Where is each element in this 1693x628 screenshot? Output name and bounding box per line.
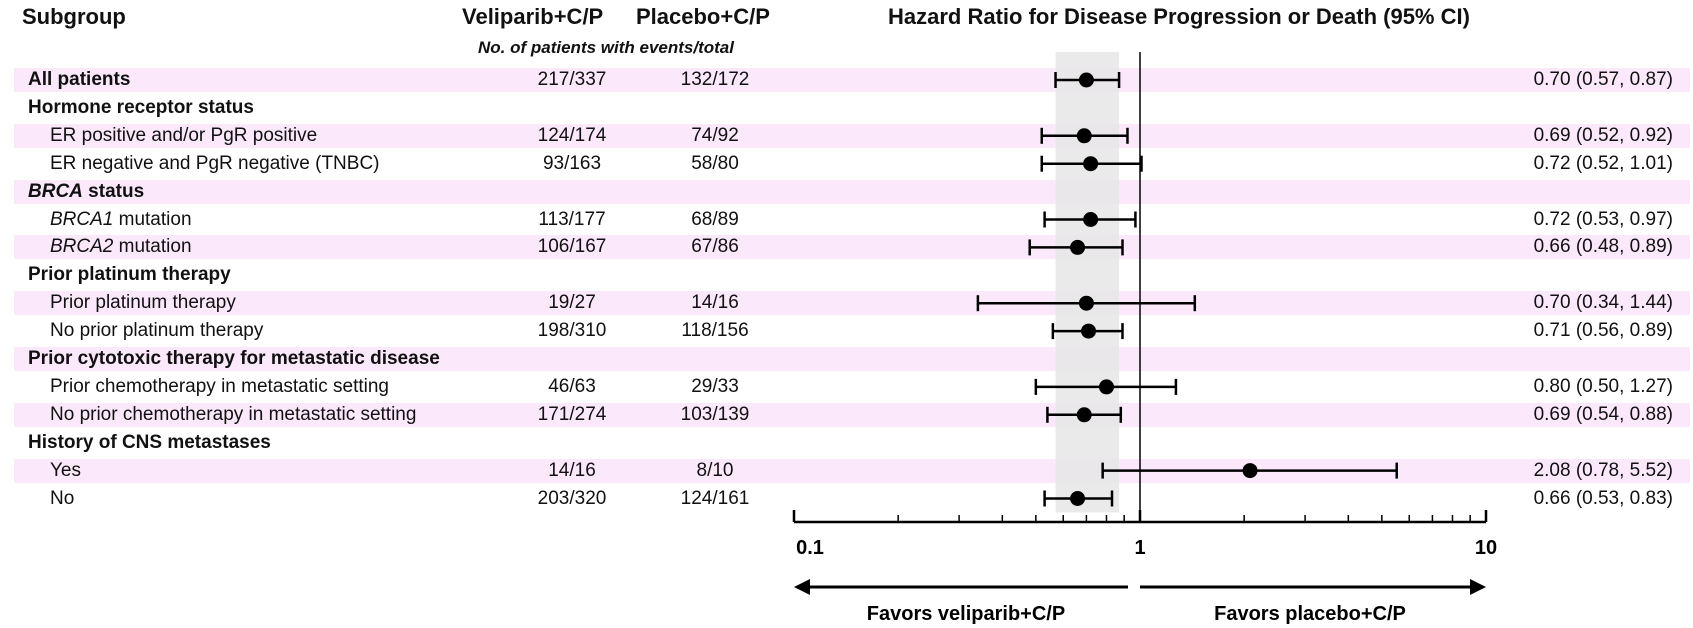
placebo-events-cell: 132/172 (680, 69, 750, 90)
point-estimate (1070, 491, 1086, 506)
hazard-ratio-text: 0.70 (0.34, 1.44) (1533, 292, 1673, 314)
placebo-events-cell: 14/16 (691, 292, 739, 314)
placebo-events-cell: 67/86 (691, 236, 739, 258)
hazard-ratio-text: 0.72 (0.52, 1.01) (1533, 152, 1673, 174)
point-estimate (1083, 212, 1099, 227)
x-tick-label: 0.1 (796, 537, 824, 559)
label-rest: mutation (113, 236, 192, 258)
point-estimate (1078, 72, 1094, 88)
subgroup-label: ER positive and/or PgR positive (50, 124, 318, 146)
veliparib-events-cell: 198/310 (537, 320, 607, 342)
row-band (14, 402, 1690, 427)
veliparib-events-cell: 14/16 (548, 459, 596, 481)
veliparib-events-cell: 171/274 (537, 403, 607, 425)
hazard-ratio-text: 0.72 (0.53, 0.97) (1533, 208, 1673, 230)
subgroup-label: BRCA2 mutation (50, 235, 192, 259)
veliparib-events-cell: 203/320 (537, 487, 607, 509)
veliparib-events-cell: 217/337 (537, 69, 607, 90)
x-tick-label: 1 (1134, 537, 1145, 559)
hazard-ratio-text: 0.69 (0.54, 0.88) (1533, 403, 1673, 425)
subgroup-label: Hormone receptor status (28, 96, 254, 118)
point-estimate (1078, 295, 1094, 311)
veliparib-events-cell: 124/174 (537, 124, 607, 146)
row-band (14, 347, 1690, 371)
subgroup-label: Prior chemotherapy in metastatic setting (50, 375, 389, 397)
veliparib-events-cell: 46/63 (548, 375, 596, 397)
subgroup-label: History of CNS metastases (28, 431, 271, 453)
row-band (14, 179, 1690, 204)
veliparib-events-cell: 106/167 (537, 236, 607, 258)
subgroup-label: No prior chemotherapy in metastatic sett… (50, 403, 417, 425)
placebo-events-cell: 68/89 (691, 208, 739, 230)
row-band (14, 68, 1690, 92)
subgroup-label: No prior platinum therapy (50, 320, 264, 342)
placebo-events-cell: 74/92 (691, 124, 739, 146)
point-estimate (1242, 463, 1258, 479)
gene-name: BRCA (28, 180, 83, 202)
row-band (14, 291, 1690, 316)
events-subheader: No. of patients with events/total (478, 38, 734, 57)
hazard-ratio-text: 0.71 (0.56, 0.89) (1533, 320, 1673, 342)
point-estimate (1083, 156, 1099, 172)
subgroup-label: All patients (28, 69, 131, 90)
placebo-events-cell: 118/156 (681, 320, 749, 342)
veliparib-column-header: Veliparib+C/P (462, 4, 604, 29)
gene-name: BRCA1 (50, 208, 114, 230)
hazard-ratio-text: 0.69 (0.52, 0.92) (1533, 124, 1673, 146)
subgroup-label: BRCA1 mutation (50, 208, 192, 232)
subgroup-label: Prior platinum therapy (50, 292, 236, 314)
placebo-events-cell: 103/139 (680, 403, 750, 425)
hazard-ratio-text: 0.80 (0.50, 1.27) (1533, 375, 1673, 397)
hazard-ratio-text: 0.66 (0.53, 0.83) (1533, 487, 1673, 509)
hazard-ratio-text: 0.70 (0.57, 0.87) (1533, 69, 1673, 90)
favor-right-label: Favors placebo+C/P (1214, 603, 1406, 625)
subgroup-label: Yes (50, 459, 81, 481)
subgroup-label: ER negative and PgR negative (TNBC) (50, 152, 380, 174)
hazard-ratio-text: 2.08 (0.78, 5.52) (1533, 459, 1673, 481)
placebo-events-cell: 29/33 (691, 375, 739, 397)
gene-name: BRCA2 (50, 236, 114, 258)
favor-right-arrowhead (1470, 579, 1486, 595)
veliparib-events-cell: 113/177 (538, 208, 606, 230)
veliparib-events-cell: 19/27 (548, 292, 596, 314)
chart-title: Hazard Ratio for Disease Progression or … (888, 4, 1470, 29)
placebo-events-cell: 58/80 (691, 152, 739, 174)
point-estimate (1070, 239, 1086, 255)
subgroup-column-header: Subgroup (22, 4, 126, 29)
hazard-ratio-text: 0.66 (0.48, 0.89) (1533, 236, 1673, 258)
subgroup-label: Prior platinum therapy (28, 264, 231, 286)
row-band (14, 458, 1690, 483)
placebo-column-header: Placebo+C/P (636, 4, 770, 29)
subgroup-label: Prior cytotoxic therapy for metastatic d… (28, 348, 440, 369)
veliparib-events-cell: 93/163 (542, 152, 602, 174)
subgroup-label: BRCA status (28, 180, 144, 204)
label-rest: mutation (113, 208, 192, 230)
favor-left-label: Favors veliparib+C/P (867, 603, 1065, 625)
row-band (14, 123, 1690, 148)
label-rest: status (82, 180, 145, 202)
point-estimate (1076, 407, 1092, 423)
overall-ci-shade (1055, 52, 1120, 513)
placebo-events-cell: 124/161 (680, 487, 750, 509)
favor-left-arrowhead (794, 579, 810, 595)
row-band (14, 235, 1690, 260)
point-estimate (1081, 323, 1097, 339)
subgroup-label: No (50, 487, 75, 509)
x-tick-label: 10 (1475, 537, 1497, 559)
point-estimate (1076, 128, 1092, 144)
point-estimate (1098, 379, 1114, 395)
placebo-events-cell: 8/10 (696, 459, 734, 481)
